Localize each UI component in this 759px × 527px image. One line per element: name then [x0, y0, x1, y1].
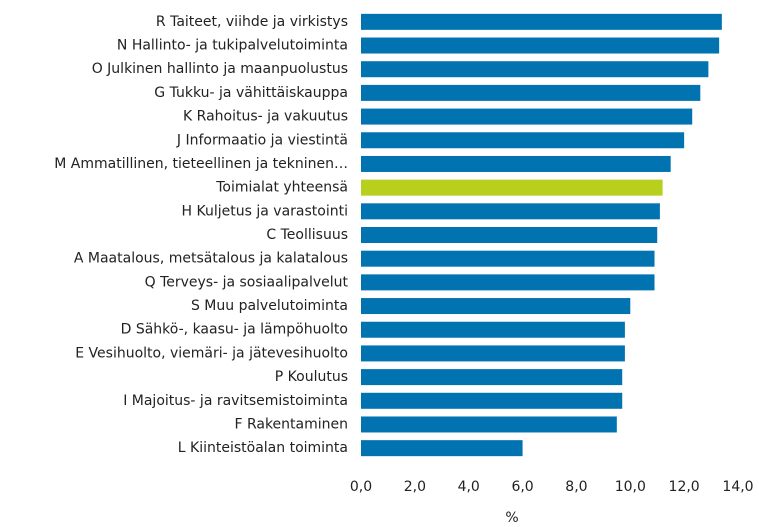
- bar: [361, 321, 625, 338]
- bar: [361, 345, 625, 362]
- y-tick-label: S Muu palvelutoiminta: [191, 298, 348, 314]
- x-tick-label: 14,0: [722, 479, 753, 495]
- bar: [361, 155, 671, 172]
- y-tick-label: A Maatalous, metsätalous ja kalatalous: [74, 251, 348, 267]
- x-tick-label: 0,0: [350, 479, 372, 495]
- y-tick-label: Q Terveys- ja sosiaalipalvelut: [145, 274, 349, 290]
- bar: [361, 108, 693, 125]
- y-tick-label: H Kuljetus ja varastointi: [182, 203, 348, 219]
- y-tick-label: G Tukku- ja vähittäiskauppa: [154, 85, 348, 101]
- bar: [361, 179, 663, 196]
- x-tick-label: 8,0: [565, 479, 587, 495]
- bar: [361, 37, 720, 54]
- x-tick-label: 2,0: [404, 479, 426, 495]
- y-tick-label: F Rakentaminen: [234, 416, 348, 432]
- y-tick-label: Toimialat yhteensä: [215, 180, 348, 196]
- y-tick-label: M Ammatillinen, tieteellinen ja tekninen…: [54, 156, 348, 172]
- bar: [361, 61, 709, 78]
- x-tick-label: 6,0: [511, 479, 533, 495]
- bar: [361, 84, 701, 101]
- bar: [361, 13, 722, 30]
- bar: [361, 440, 523, 457]
- bar: [361, 227, 658, 243]
- bar: [361, 250, 655, 267]
- y-tick-label: O Julkinen hallinto ja maanpuolustus: [92, 61, 348, 77]
- y-tick-label: R Taiteet, viihde ja virkistys: [156, 14, 348, 30]
- y-tick-label: I Majoitus- ja ravitsemistoiminta: [123, 393, 348, 409]
- bar: [361, 416, 617, 433]
- x-axis-label: %: [505, 510, 518, 526]
- x-tick-label: 12,0: [669, 479, 700, 495]
- y-tick-label: C Teollisuus: [266, 227, 348, 243]
- bar: [361, 298, 631, 315]
- bar: [361, 392, 623, 409]
- x-tick-label: 10,0: [615, 479, 646, 495]
- y-tick-label: E Vesihuolto, viemäri- ja jätevesihuolto: [75, 345, 348, 361]
- bar: [361, 203, 660, 220]
- bar: [361, 132, 685, 149]
- y-tick-label: J Informaatio ja viestintä: [176, 132, 348, 148]
- y-tick-label: K Rahoitus- ja vakuutus: [183, 109, 348, 125]
- bar: [361, 274, 655, 291]
- y-tick-label: P Koulutus: [275, 369, 348, 385]
- y-tick-label: D Sähkö-, kaasu- ja lämpöhuolto: [121, 322, 348, 338]
- x-tick-label: 4,0: [458, 479, 480, 495]
- y-tick-label: N Hallinto- ja tukipalvelutoiminta: [117, 38, 348, 54]
- y-tick-label: L Kiinteistöalan toiminta: [178, 440, 348, 456]
- bar: [361, 369, 623, 386]
